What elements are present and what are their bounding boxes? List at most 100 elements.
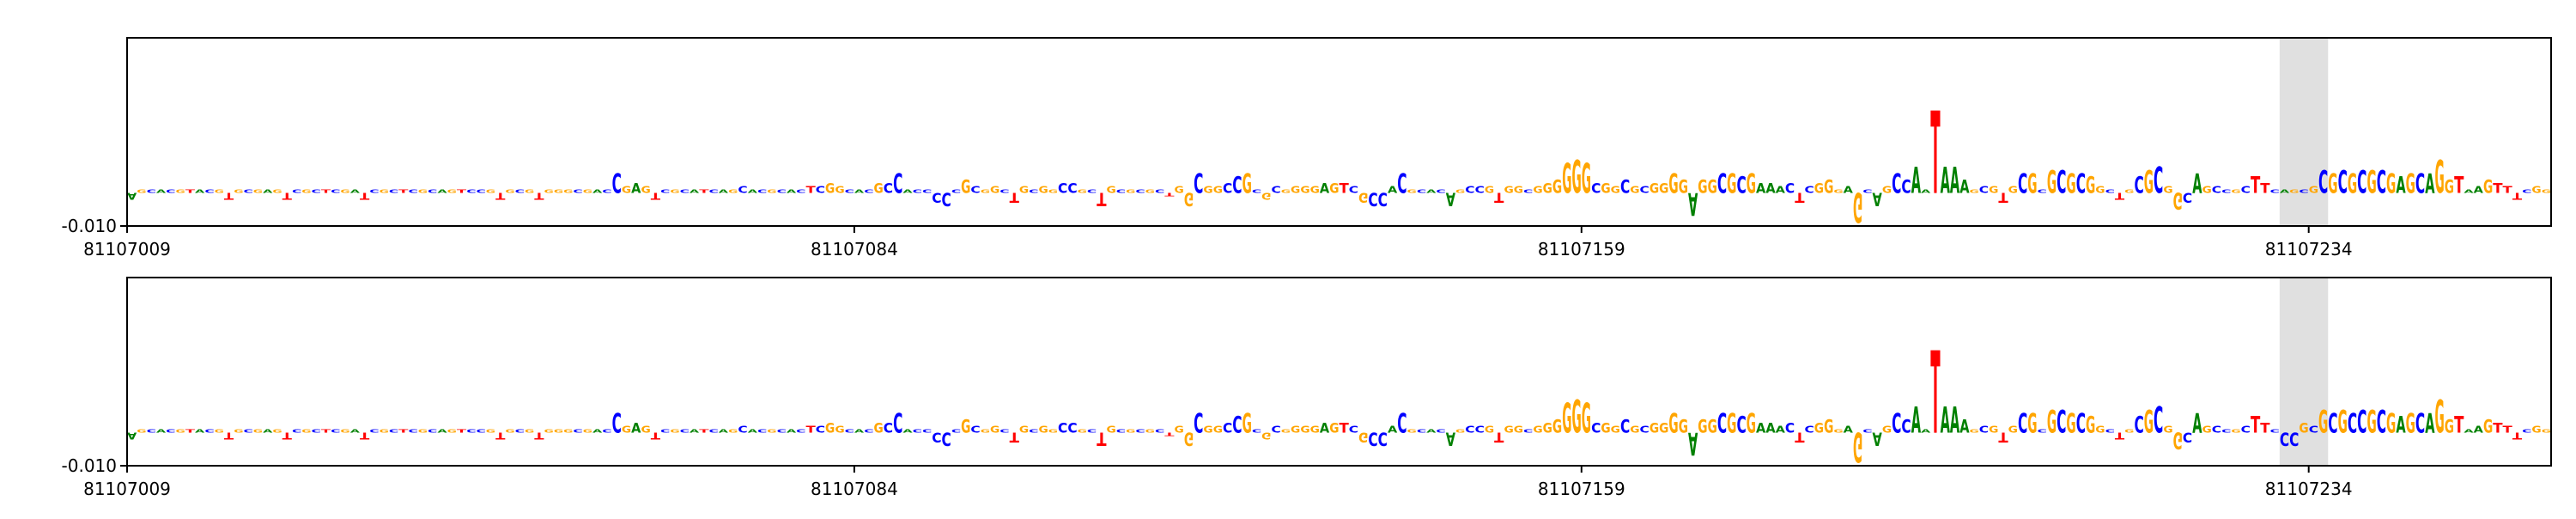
logo-letter: G [1407, 429, 1417, 434]
logo-letter: G [1261, 191, 1271, 201]
logo-letter: C [2134, 413, 2143, 439]
logo-letter: T [2503, 185, 2513, 195]
logo-letter: G [1358, 190, 1368, 206]
logo-letter: C [1368, 428, 1377, 449]
logo-letter: G [2289, 189, 2299, 194]
logo-letter: C [2018, 408, 2027, 439]
logo-letter: G [1175, 185, 1184, 195]
logo-letter: G [1882, 424, 1892, 435]
logo-letter: G [486, 189, 495, 194]
logo-letter: A [1950, 159, 1959, 202]
logo-letter: G [1145, 189, 1155, 194]
logo-letter: G [2144, 403, 2154, 441]
logo-letter: T [1340, 420, 1349, 437]
logo-letter: C [1523, 429, 1533, 434]
logo-letter: G [1814, 180, 1824, 197]
logo-letter: C [1465, 424, 1474, 435]
logo-letter: T [805, 185, 816, 195]
logo-letter: G [1038, 424, 1048, 435]
logo-letter: G [1455, 429, 1465, 434]
logo-letter: C [612, 168, 622, 199]
logo-letter: C [331, 189, 340, 194]
logo-letter: G [380, 189, 389, 194]
logo-letter: G [418, 429, 428, 434]
logo-letter: C [1252, 189, 1261, 194]
logo-letter: G [1106, 424, 1115, 435]
logo-letter: C [1349, 424, 1358, 435]
logo-letter: G [1833, 429, 1843, 434]
logo-letter: A [719, 189, 729, 194]
logo-letter: T [2512, 430, 2523, 441]
logo-letter: G [137, 429, 146, 434]
logo-letter: G [234, 189, 243, 194]
logo-letter: G [1310, 185, 1320, 195]
logo-letter: A [719, 429, 729, 434]
logo-letter: C [922, 429, 932, 434]
logo-letter: C [204, 429, 214, 434]
logo-letter: T [1010, 190, 1019, 206]
logo-letter: C [244, 429, 253, 434]
logo-letter: G [1698, 417, 1707, 437]
logo-letter: G [272, 429, 282, 434]
logo-letter: C [2289, 428, 2299, 449]
logo-letter: G [1649, 180, 1659, 197]
logo-letter: C [2309, 424, 2318, 435]
logo-letter: C [1087, 189, 1097, 194]
logo-letter: T [457, 189, 467, 194]
logo-letter: G [835, 185, 844, 195]
logo-letter: G [137, 189, 146, 194]
logo-letter: G [525, 429, 534, 434]
logo-letter: C [1640, 185, 1649, 195]
logo-letter: G [2173, 426, 2183, 452]
x-tick-label: 81107009 [83, 239, 171, 260]
logo-letter: A [1941, 159, 1950, 202]
logo-letter: G [1562, 396, 1571, 443]
logo-letter: G [2008, 424, 2018, 435]
logo-letter: G [1853, 183, 1862, 230]
logo-letter: G [1291, 185, 1300, 195]
logo-letter: G [1019, 424, 1029, 435]
logo-letter: A [1959, 177, 1970, 198]
logo-letter: G [1630, 424, 1639, 435]
logo-letter: A [195, 429, 205, 434]
logo-letter: A [1756, 420, 1766, 437]
logo-letter: C [680, 189, 690, 194]
logo-letter: G [1485, 424, 1494, 435]
logo-letter: C [1436, 429, 1445, 434]
logo-letter: C [1378, 428, 1388, 449]
logo-letter: A [437, 189, 447, 194]
logo-letter: A [787, 189, 797, 194]
logo-letter: G [670, 429, 679, 434]
logo-letter: G [622, 424, 631, 435]
logo-letter: C [1155, 429, 1164, 434]
logo-letter: G [1407, 189, 1417, 194]
logo-letter: G [1300, 424, 1309, 435]
logo-letter: C [369, 429, 379, 434]
logo-letter: A [263, 429, 273, 434]
logo-letter: G [1659, 180, 1668, 197]
logo-letter: G [1184, 188, 1194, 209]
logo-letter: A [1911, 399, 1921, 442]
logo-letter: G [1504, 185, 1513, 195]
logo-letter: C [2057, 163, 2066, 201]
logo-letter: G [2095, 185, 2105, 195]
logo-letter: G [728, 429, 738, 434]
logo-letter: A [2396, 413, 2405, 439]
x-tick-label: 81107159 [1538, 479, 1625, 499]
logo-letter: C [884, 180, 893, 197]
logo-letter: C [1620, 177, 1630, 198]
logo-letter: T [224, 191, 234, 201]
logo-letter: G [728, 189, 738, 194]
logo-letter: G [1969, 429, 1978, 434]
logo-letter: C [2221, 429, 2231, 434]
logo-letter: G [2047, 403, 2057, 441]
logo-letter: A [156, 189, 167, 194]
logo-letter: C [1805, 185, 1814, 195]
logo-letter: G [1291, 424, 1300, 435]
logo-letter: A [195, 189, 205, 194]
logo-letter: G [340, 429, 349, 434]
logo-letter: G [2173, 186, 2183, 212]
logo-letter: C [1029, 429, 1038, 434]
logo-letter: C [204, 189, 214, 194]
logo-letter: C [2522, 429, 2531, 434]
